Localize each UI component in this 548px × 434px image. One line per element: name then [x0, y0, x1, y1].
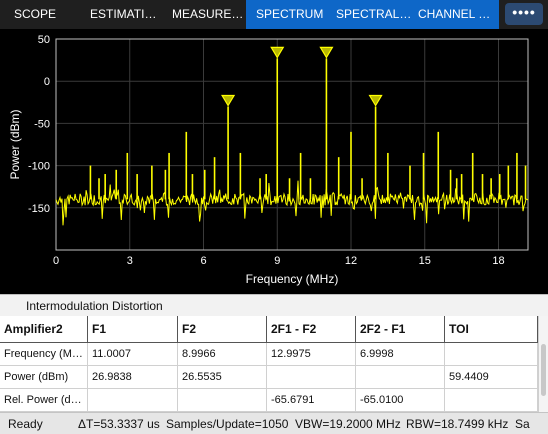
status-ready: Ready — [8, 417, 43, 431]
x-tick-label: 9 — [274, 255, 280, 267]
table-cell: 26.9838 — [88, 366, 178, 389]
column-header[interactable]: 2F1 - F2 — [267, 316, 356, 343]
spectrum-chart: 0 3 6 9 12 15 18 50 0 -50 -100 -150 Frequency (MHz)… — [8, 34, 529, 286]
column-header[interactable]: 2F2 - F1 — [356, 316, 445, 343]
tab-channel[interactable]: CHANNEL … — [410, 0, 490, 29]
y-axis-label: Power (dBm) — [8, 109, 22, 179]
table-scrollbar[interactable] — [538, 316, 548, 412]
x-tick-label: 0 — [53, 255, 59, 267]
table-cell: Power (dBm) — [0, 366, 88, 389]
column-header[interactable]: F2 — [178, 316, 267, 343]
x-tick-label: 12 — [345, 255, 357, 267]
table-cell — [445, 389, 538, 412]
y-tick-label: -50 — [34, 118, 50, 130]
peak-marker-icon — [221, 94, 236, 107]
spectrum-plot[interactable]: 0 3 6 9 12 15 18 50 0 -50 -100 -150 Frequency (MHz)… — [0, 29, 548, 294]
peak-marker-icon — [319, 46, 334, 59]
column-header[interactable]: F1 — [88, 316, 178, 343]
table-cell: 6.9998 — [356, 343, 445, 366]
status-rbw: RBW=18.7499 kHz — [406, 417, 509, 431]
tab-strip-fill — [490, 0, 499, 29]
noise-floor-trace — [55, 180, 529, 226]
table-cell: 26.5535 — [178, 366, 267, 389]
table-row: Power (dBm) 26.9838 26.5535 59.4409 — [0, 366, 538, 389]
table-row: Rel. Power (d… -65.6791 -65.0100 — [0, 389, 538, 412]
tab-spectral-mask[interactable]: SPECTRAL… — [328, 0, 410, 29]
x-tick-label: 3 — [127, 255, 133, 267]
table-cell: 11.0007 — [88, 343, 178, 366]
table-cell: 12.9975 — [267, 343, 356, 366]
scrollbar-thumb[interactable] — [541, 344, 546, 396]
axis-ticks: 0 3 6 9 12 15 18 50 0 -50 -100 -150 — [28, 34, 505, 267]
y-tick-label: 0 — [44, 76, 50, 88]
status-delta-t: ΔT=53.3337 us — [78, 417, 160, 431]
grid-lines — [55, 38, 528, 250]
status-bar: Ready ΔT=53.3337 us Samples/Update=1050 … — [0, 412, 548, 434]
tab-estimation[interactable]: ESTIMATI… — [82, 0, 164, 29]
toolstrip-tabs: SCOPE ESTIMATI… MEASURE… SPECTRUM SPECTR… — [0, 0, 548, 29]
table-header-row: Amplifier2 F1 F2 2F1 - F2 2F2 - F1 TOI — [0, 316, 538, 343]
y-tick-label: -100 — [28, 161, 50, 173]
table-row: Frequency (M… 11.0007 8.9966 12.9975 6.9… — [0, 343, 538, 366]
table-cell — [445, 343, 538, 366]
table-cell — [178, 389, 267, 412]
status-trailing: Sa — [515, 417, 530, 431]
y-tick-label: 50 — [38, 34, 50, 46]
table-cell: Frequency (M… — [0, 343, 88, 366]
tab-spectrum[interactable]: SPECTRUM — [246, 0, 328, 29]
status-vbw: VBW=19.2000 MHz — [295, 417, 401, 431]
table-cell — [267, 366, 356, 389]
status-samples: Samples/Update=1050 — [166, 417, 289, 431]
tab-measurements[interactable]: MEASURE… — [164, 0, 246, 29]
column-header[interactable]: TOI — [445, 316, 538, 343]
more-tabs-button[interactable]: •••• — [499, 0, 548, 29]
peak-marker-icon — [368, 94, 383, 107]
x-tick-label: 18 — [492, 255, 504, 267]
measurements-panel-title: Intermodulation Distortion — [0, 294, 548, 316]
table-cell: -65.6791 — [267, 389, 356, 412]
column-header[interactable]: Amplifier2 — [0, 316, 88, 343]
table-cell: 8.9966 — [178, 343, 267, 366]
peak-markers — [221, 46, 383, 107]
peak-marker-icon — [270, 46, 285, 59]
more-horizontal-icon: •••• — [505, 3, 543, 25]
spectrum-trace — [55, 58, 529, 226]
table-cell: -65.0100 — [356, 389, 445, 412]
table-cell: 59.4409 — [445, 366, 538, 389]
imd-table: Amplifier2 F1 F2 2F1 - F2 2F2 - F1 TOI F… — [0, 316, 538, 412]
y-tick-label: -150 — [28, 203, 50, 215]
x-axis-label: Frequency (MHz) — [246, 272, 339, 286]
table-cell: Rel. Power (d… — [0, 389, 88, 412]
x-tick-label: 6 — [200, 255, 206, 267]
x-tick-label: 15 — [419, 255, 431, 267]
table-cell — [356, 366, 445, 389]
table-cell — [88, 389, 178, 412]
axes-box — [55, 38, 529, 251]
tab-scope[interactable]: SCOPE — [0, 0, 82, 29]
